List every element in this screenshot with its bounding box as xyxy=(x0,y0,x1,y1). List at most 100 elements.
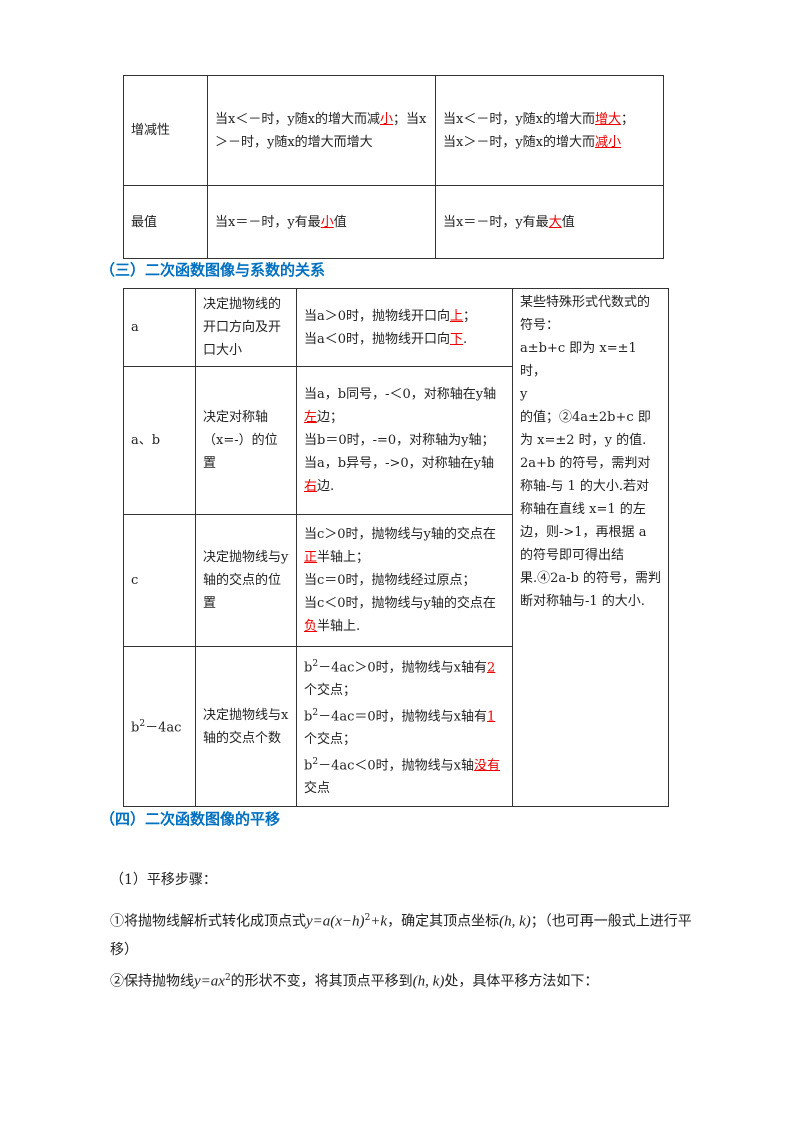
text-run: b xyxy=(304,659,313,675)
table: a 决定抛物线的开口方向及开口大小 当a＞0时，抛物线开口向上； 当a＜0时，抛物线开… xyxy=(123,288,669,807)
line: 当c＞0时，抛物线与y轴的交点在正半轴上； xyxy=(304,523,505,569)
text-run: ；（也可再一般式上进行平移） xyxy=(110,913,692,958)
line: 某些特殊形式代数式的符号： xyxy=(520,291,661,337)
text-run: 2 xyxy=(364,913,371,923)
text-run: y xyxy=(520,387,528,402)
text-run: 半轴上. xyxy=(317,619,361,634)
table-row: b2－4ac 决定抛物线与x轴的交点个数 b2－4ac＞0时，抛物线与x轴有2个交点… xyxy=(123,646,669,807)
text-run: 2 xyxy=(312,757,319,768)
text-run: 某些特殊形式代数式的符号： xyxy=(520,295,651,333)
text-run: a xyxy=(131,320,139,335)
line: 当c＝0时，抛物线经过原点； xyxy=(304,569,505,592)
table-cell: b2－4ac xyxy=(123,646,196,807)
text-run: 最值 xyxy=(131,214,158,230)
table-row: a 决定抛物线的开口方向及开口大小 当a＞0时，抛物线开口向上； 当a＜0时，抛物线开… xyxy=(123,288,669,807)
text-run: 当x＝－时，y有最 xyxy=(215,214,321,230)
text-run: 没有 xyxy=(473,758,500,774)
text-run: 个交点； xyxy=(304,682,357,698)
table-cell: a xyxy=(123,288,196,367)
text-run: 负 xyxy=(304,619,318,634)
text-run: 小 xyxy=(320,214,334,230)
text-run: ； xyxy=(463,308,477,324)
line: 决定抛物线与y轴的交点的位置 xyxy=(203,546,289,615)
text-run: －4ac＜0时，抛物线与x轴 xyxy=(318,758,474,774)
line: c xyxy=(131,569,188,592)
text-run: 的形状不变，将其顶点平移到 xyxy=(230,973,413,990)
text-run: 决定抛物线与y轴的交点的位置 xyxy=(203,550,289,611)
text-run: 半轴上； xyxy=(317,550,370,565)
text-run: b xyxy=(131,720,140,736)
text-run: 决定对称轴（x=-）的位置 xyxy=(203,410,278,471)
text-run: 的值；②4a±2b+c 即为 x=±2 时，y 的值. xyxy=(520,410,651,448)
table-row: 最值 当x＝－时，y有最小 值 当x＝－时，y有最大值 xyxy=(123,185,664,259)
line: 最值 xyxy=(131,211,200,234)
text-run: 正 xyxy=(304,550,318,565)
line: b2－4ac xyxy=(131,713,188,739)
line: 的值；②4a±2b+c 即为 x=±2 时，y 的值. xyxy=(520,406,661,452)
text-run: 当c＞0时，抛物线与y轴的交点在 xyxy=(304,527,496,542)
text-run: 增减性 xyxy=(131,123,171,138)
text-run: 2 xyxy=(486,659,496,675)
text-run: ①将抛物线解析式转化成顶点式 xyxy=(110,913,306,930)
line: a xyxy=(131,316,188,339)
text-run: 当a＜0时，抛物线开口向 xyxy=(304,331,451,347)
table-cell: 某些特殊形式代数式的符号： a±b+c 即为 x=±1 时， y 的值；②4a±2b+… xyxy=(512,288,669,807)
text-run: a±b+c 即为 x=±1 时， xyxy=(520,341,637,379)
table-cell: 当c＞0时，抛物线与y轴的交点在正半轴上； 当c＝0时，抛物线经过原点； 当c＜0时… xyxy=(296,514,513,647)
text-run: ②保持抛物线 xyxy=(110,973,194,990)
text-run: 决定抛物线的开口方向及开口大小 xyxy=(203,297,282,358)
table-row: 增减性 当x＜－时，y随x的增大而减小；当x＞－时，y随x的增大而增大 当x＜－时，… xyxy=(123,75,664,186)
text-run: 1 xyxy=(486,709,496,725)
line: a±b+c 即为 x=±1 时， xyxy=(520,337,661,383)
text-run: 小 xyxy=(380,111,394,127)
text-run: ； xyxy=(621,111,635,127)
text-run: 当c＜0时，抛物线与y轴的交点在 xyxy=(304,596,496,611)
table-cell: 决定抛物线与y轴的交点的位置 xyxy=(195,514,297,647)
text-run: 右 xyxy=(304,479,318,494)
line: b2－4ac＜0时，抛物线与x轴没有交点 xyxy=(304,751,505,800)
line: 当a＞0时，抛物线开口向上； xyxy=(304,305,505,328)
text-run: 当a，b异号，->0，对称轴在y轴 xyxy=(304,456,494,471)
paragraphs: （1）平移步骤： ①将抛物线解析式转化成顶点式y=a(x−h)2+k，确定其顶点坐… xyxy=(110,866,710,995)
text-run: a、b xyxy=(131,433,161,448)
table-cell: 当x＜－时，y随x的增大而减小；当x＞－时，y随x的增大而增大 xyxy=(207,75,436,186)
text-run: 处，具体平移方法如下： xyxy=(444,973,599,990)
line: y xyxy=(520,383,661,406)
text-run: 当x＜－时，y随x的增大而减 xyxy=(215,111,381,127)
table-cell: 当x＜－时，y随x的增大而增大； 当x＞－时，y随x的增大而减小 xyxy=(435,75,664,186)
line: 当x＝－时，y有最大值 xyxy=(443,211,656,234)
text-run: 当a＞0时，抛物线开口向 xyxy=(304,308,451,324)
text-run: －4ac＝0时，抛物线与x轴有 xyxy=(318,709,487,725)
text-run: 大 xyxy=(548,214,562,230)
line: ①将抛物线解析式转化成顶点式y=a(x−h)2+k，确定其顶点坐标(h, k)；… xyxy=(110,904,710,964)
table-cell: 增减性 xyxy=(123,75,208,186)
text-run: 交点 xyxy=(304,781,331,797)
text-run: +k xyxy=(370,913,388,930)
text-run: y=ax xyxy=(194,973,225,990)
text-run: 个交点； xyxy=(304,732,357,748)
line: 2a+b 的符号，需判对称轴-与 1 的大小.若对称轴在直线 x=1 的左边，则… xyxy=(520,452,661,613)
table-cell: c xyxy=(123,514,196,647)
line: 决定抛物线的开口方向及开口大小 xyxy=(203,293,289,362)
line: 当a，b异号，->0，对称轴在y轴右边. xyxy=(304,452,505,498)
text-run: ，确定其顶点坐标 xyxy=(387,913,500,930)
line: （1）平移步骤： xyxy=(110,866,710,894)
line: 当a，b同号，-＜0，对称轴在y轴左边； xyxy=(304,383,505,429)
text-run: 当c＝0时，抛物线经过原点； xyxy=(304,573,476,588)
table-cell: 当x＝－时，y有最大值 xyxy=(435,185,664,259)
text-run: －4ac＞0时，抛物线与x轴有 xyxy=(318,659,487,675)
table-cell: 当a，b同号，-＜0，对称轴在y轴左边； 当b＝0时，-=0，对称轴为y轴； 当a，… xyxy=(296,366,513,515)
heading: （三）二次函数图像与系数的关系 xyxy=(100,261,326,279)
table-row: a、b 决定对称轴（x=-）的位置 当a，b同号，-＜0，对称轴在y轴左边； 当b＝0… xyxy=(123,366,669,515)
text-run: 2 xyxy=(224,972,231,983)
table-row: c 决定抛物线与y轴的交点的位置 当c＞0时，抛物线与y轴的交点在正半轴上； 当c＝0… xyxy=(123,514,669,647)
text-run: (h, k) xyxy=(412,973,445,990)
table: 增减性 当x＜－时，y随x的增大而减小；当x＞－时，y随x的增大而增大 当x＜－时，… xyxy=(123,75,664,259)
text-run: b xyxy=(304,758,313,774)
table-cell: 决定对称轴（x=-）的位置 xyxy=(195,366,297,515)
line: 决定对称轴（x=-）的位置 xyxy=(203,406,289,475)
line: 增减性 xyxy=(131,119,200,142)
text-run: (h, k) xyxy=(499,913,531,930)
line: b2－4ac＞0时，抛物线与x轴有2个交点； xyxy=(304,653,505,702)
text-run: 值 xyxy=(561,214,575,230)
